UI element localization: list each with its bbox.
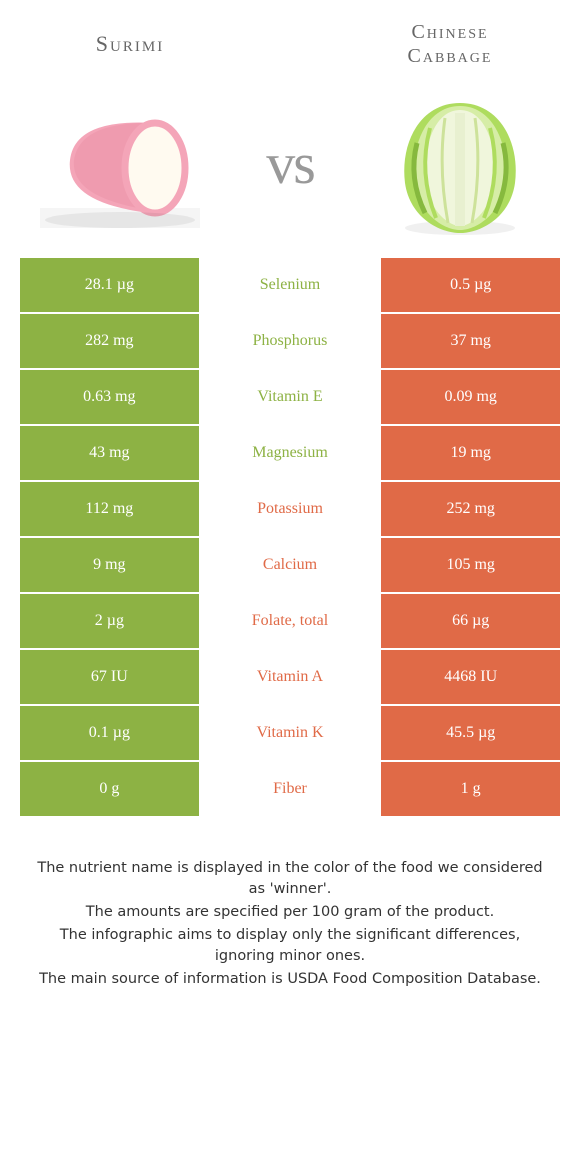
right-value: 4468 IU [381,650,560,704]
table-row: 112 mgPotassium252 mg [20,482,560,538]
left-value: 43 mg [20,426,201,480]
vs-text: vs [266,130,314,197]
table-row: 282 mgPhosphorus37 mg [20,314,560,370]
right-value: 0.5 µg [381,258,560,312]
right-value: 105 mg [381,538,560,592]
right-value: 0.09 mg [381,370,560,424]
images-row: vs [0,78,580,258]
right-title-line2: Cabbage [408,45,493,67]
left-value: 67 IU [20,650,201,704]
nutrient-name: Fiber [201,762,382,816]
left-value: 0.1 µg [20,706,201,760]
left-food-title: Surimi [30,31,230,57]
left-value: 282 mg [20,314,201,368]
nutrient-name: Potassium [201,482,382,536]
footer-notes: The nutrient name is displayed in the co… [30,858,550,990]
right-value: 1 g [381,762,560,816]
table-row: 0.63 mgVitamin E0.09 mg [20,370,560,426]
nutrient-name: Calcium [201,538,382,592]
nutrient-name: Vitamin K [201,706,382,760]
right-value: 37 mg [381,314,560,368]
table-row: 2 µgFolate, total66 µg [20,594,560,650]
nutrient-name: Selenium [201,258,382,312]
footer-line-2: The amounts are specified per 100 gram o… [30,902,550,923]
left-value: 112 mg [20,482,201,536]
right-title-line1: Chinese [411,21,488,43]
right-value: 66 µg [381,594,560,648]
right-value: 252 mg [381,482,560,536]
left-value: 0 g [20,762,201,816]
table-row: 43 mgMagnesium19 mg [20,426,560,482]
table-row: 9 mgCalcium105 mg [20,538,560,594]
nutrient-name: Folate, total [201,594,382,648]
left-value: 28.1 µg [20,258,201,312]
header-titles: Surimi Chinese Cabbage [0,0,580,78]
table-row: 67 IUVitamin A4468 IU [20,650,560,706]
nutrient-name: Vitamin A [201,650,382,704]
nutrient-name: Magnesium [201,426,382,480]
right-value: 45.5 µg [381,706,560,760]
left-value: 9 mg [20,538,201,592]
surimi-image [30,88,210,238]
cabbage-image [370,88,550,238]
footer-line-4: The main source of information is USDA F… [30,969,550,990]
left-value: 0.63 mg [20,370,201,424]
nutrient-name: Phosphorus [201,314,382,368]
right-food-title: Chinese Cabbage [350,20,550,68]
nutrient-table: 28.1 µgSelenium0.5 µg282 mgPhosphorus37 … [20,258,560,818]
table-row: 28.1 µgSelenium0.5 µg [20,258,560,314]
footer-line-1: The nutrient name is displayed in the co… [30,858,550,900]
table-row: 0 gFiber1 g [20,762,560,818]
table-row: 0.1 µgVitamin K45.5 µg [20,706,560,762]
left-value: 2 µg [20,594,201,648]
right-value: 19 mg [381,426,560,480]
footer-line-3: The infographic aims to display only the… [30,925,550,967]
nutrient-name: Vitamin E [201,370,382,424]
